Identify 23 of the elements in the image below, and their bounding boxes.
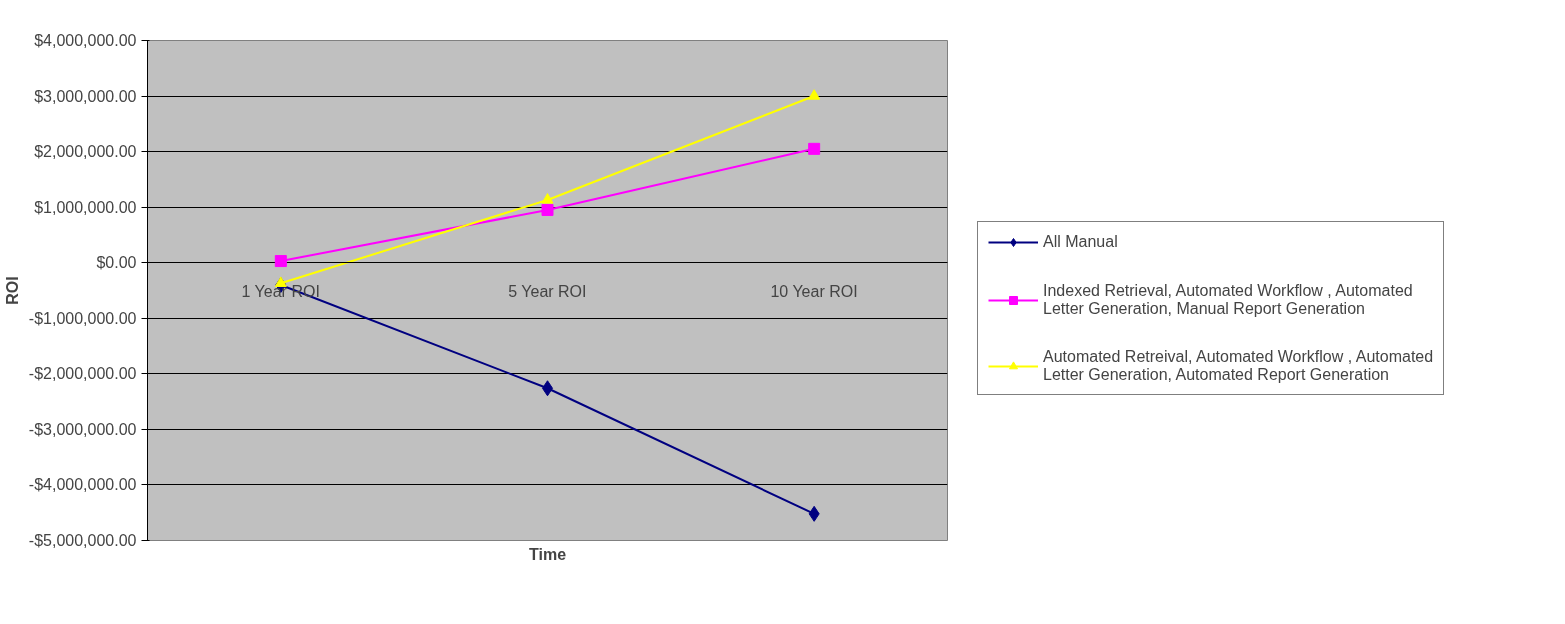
y-tick-label: -$5,000,000.00 — [28, 532, 137, 549]
y-tick-label: $1,000,000.00 — [34, 198, 137, 216]
legend-label: All Manual — [1043, 232, 1118, 251]
x-tick-label: 10 Year ROI — [770, 282, 858, 300]
point — [808, 89, 821, 100]
point — [808, 505, 820, 522]
x-axis-title: Time — [528, 545, 567, 563]
legend-label: Indexed Retrieval, Automated Workflow , Automated Letter Generation, Manual Report Generation — [1043, 281, 1413, 318]
y-tick-label: $0.00 — [96, 254, 137, 272]
y-tick-label: -$2,000,000.00 — [28, 365, 137, 383]
y-tick-label: $3,000,000.00 — [34, 87, 137, 105]
point — [541, 193, 554, 204]
y-tick-label: -$3,000,000.00 — [28, 420, 137, 438]
x-tick-label: 5 Year ROI — [508, 282, 587, 300]
y-tick-label: $2,000,000.00 — [34, 143, 137, 161]
y-tick-label: -$1,000,000.00 — [28, 309, 137, 327]
point — [808, 142, 821, 155]
legend-label: Automated Retreival, Automated Workflow , Automated Letter Generation, Automated Report Generation — [1043, 347, 1434, 384]
point — [274, 255, 287, 268]
point — [541, 203, 554, 216]
y-tick-label: -$4,000,000.00 — [28, 476, 137, 494]
y-axis-title: ROI — [3, 276, 21, 305]
y-tick-label: $4,000,000.00 — [34, 32, 137, 49]
